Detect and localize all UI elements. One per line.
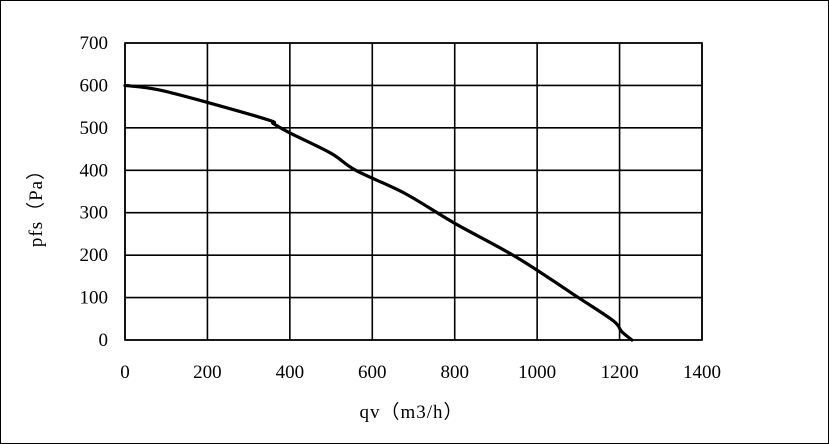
- x-tick-label: 600: [358, 362, 387, 383]
- x-axis-tick-labels: 0 200 400 600 800 1000 1200 1400: [120, 362, 721, 383]
- x-axis-title: qv（m3/h）: [359, 401, 463, 423]
- y-tick-label: 500: [80, 118, 109, 139]
- y-axis-title: pfs（Pa）: [25, 160, 47, 247]
- y-tick-label: 400: [80, 160, 109, 181]
- y-tick-label: 300: [80, 203, 109, 224]
- series-line: [123, 83, 634, 342]
- x-tick-label: 0: [120, 362, 130, 383]
- x-tick-label: 400: [276, 362, 305, 383]
- x-tick-label: 800: [440, 362, 469, 383]
- grid: [124, 42, 703, 341]
- y-tick-label: 100: [80, 288, 109, 309]
- y-tick-label: 700: [80, 33, 109, 54]
- y-tick-label: 600: [80, 75, 109, 96]
- plot-area-border: [124, 42, 703, 341]
- y-axis-tick-labels: 0 100 200 300 400 500 600 700: [80, 33, 109, 351]
- y-tick-label: 0: [99, 330, 109, 351]
- y-tick-label: 200: [80, 245, 109, 266]
- x-tick-label: 1000: [518, 362, 556, 383]
- x-tick-label: 1200: [601, 362, 639, 383]
- x-tick-label: 1400: [683, 362, 721, 383]
- x-tick-label: 200: [193, 362, 222, 383]
